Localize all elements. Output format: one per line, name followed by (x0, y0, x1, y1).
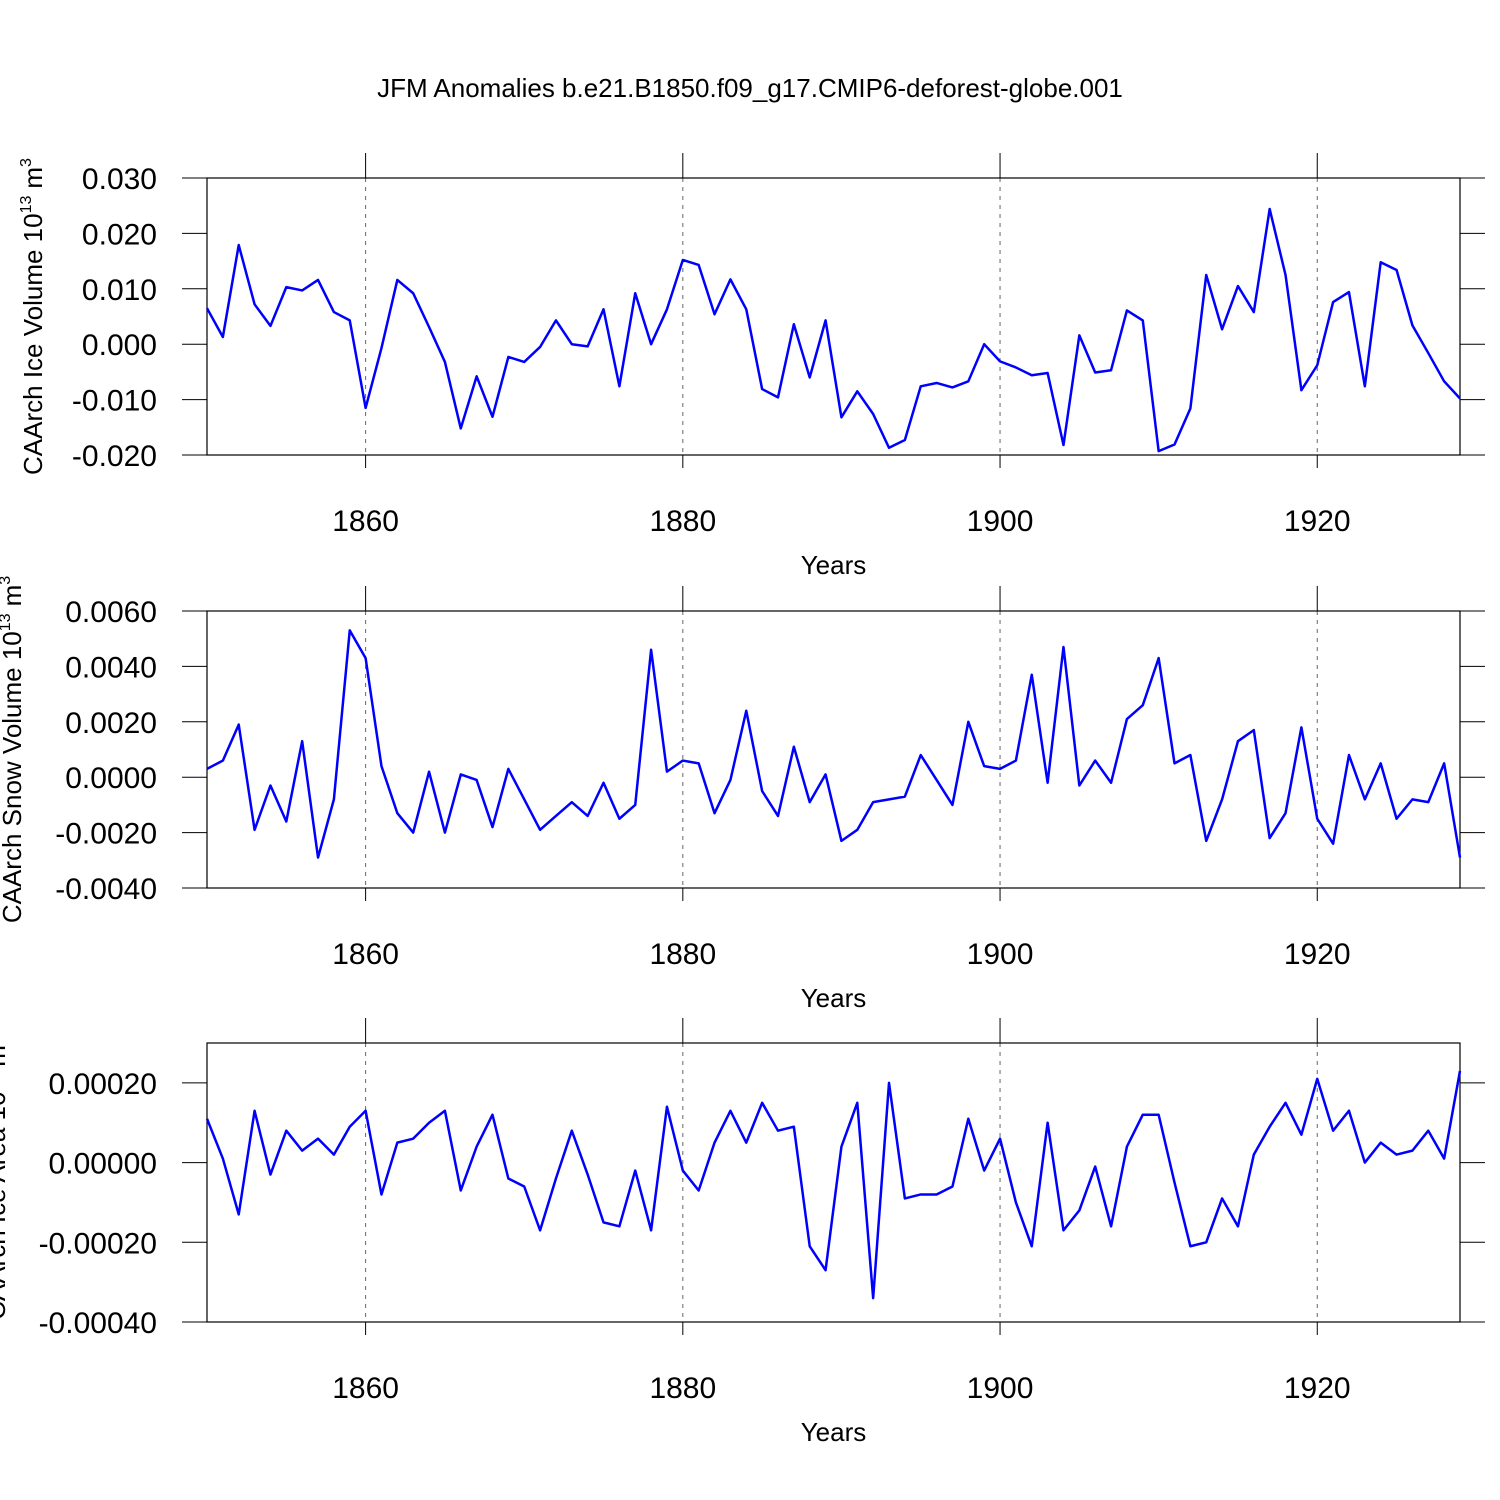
plot-frame (206, 177, 1461, 456)
x-axis-title: Years (801, 983, 867, 1013)
x-tick-label: 1900 (967, 505, 1034, 538)
y-tick-label: 0.0060 (65, 596, 157, 629)
y-axis-title: CAArch Ice Area 1013m (0, 1045, 11, 1320)
y-axis-title: CAArch Ice Volume 1013 m3 (18, 158, 48, 475)
plot-frame (206, 1042, 1461, 1323)
x-tick-label: 1880 (649, 938, 716, 971)
x-tick-label: 1900 (967, 1372, 1034, 1405)
y-axis-title-exp: 13 (18, 196, 35, 214)
data-line (205, 207, 1461, 453)
y-axis-title-exp: 13 (0, 613, 14, 631)
x-tick-label: 1860 (332, 938, 399, 971)
y-tick-label: 0.0040 (65, 651, 157, 684)
y-tick-label: -0.0040 (55, 873, 157, 906)
y-tick-label: 0.020 (82, 218, 157, 251)
x-tick-label: 1860 (332, 1372, 399, 1405)
y-axis-title-text: CAArch Snow Volume 10 (0, 631, 27, 923)
x-axis-title: Years (801, 550, 867, 580)
y-tick-label: -0.010 (72, 385, 157, 418)
x-tick-label: 1900 (967, 938, 1034, 971)
y-axis-title-text: CAArch Ice Volume 10 (18, 213, 48, 475)
x-tick-label: 1920 (1284, 1372, 1351, 1405)
y-axis-title-unit: m (0, 585, 27, 607)
y-tick-label: -0.020 (72, 440, 157, 473)
y-tick-label: -0.0020 (55, 818, 157, 851)
y-axis-title-unit-exp: 3 (0, 576, 14, 585)
y-axis-title-unit-exp: 3 (18, 158, 35, 167)
y-tick-label: 0.0020 (65, 707, 157, 740)
data-line (206, 629, 1462, 859)
x-tick-label: 1920 (1284, 938, 1351, 971)
data-line (205, 1070, 1462, 1300)
y-tick-label: 0.00020 (49, 1068, 157, 1101)
y-tick-label: 0.000 (82, 329, 157, 362)
x-tick-label: 1880 (649, 1372, 716, 1405)
x-axis-title: Years (801, 1417, 867, 1447)
chart-title: JFM Anomalies b.e21.B1850.f09_g17.CMIP6-… (377, 73, 1123, 103)
y-tick-label: 0.00000 (49, 1148, 157, 1181)
y-axis-title: CAArch Snow Volume 1013 m3 (0, 576, 27, 923)
x-tick-label: 1860 (332, 505, 399, 538)
y-axis-title-unit: m (0, 1045, 11, 1067)
y-tick-label: -0.00020 (39, 1227, 157, 1260)
plot-frame (206, 610, 1461, 889)
y-tick-label: -0.00040 (39, 1307, 157, 1340)
y-axis-title-text: CAArch Ice Area 10 (0, 1092, 11, 1320)
y-tick-label: 0.010 (82, 274, 157, 307)
y-axis-title-unit: m (18, 167, 48, 189)
y-tick-label: 0.0000 (65, 762, 157, 795)
x-tick-label: 1880 (649, 505, 716, 538)
x-tick-label: 1920 (1284, 505, 1351, 538)
y-tick-label: 0.030 (82, 163, 157, 196)
